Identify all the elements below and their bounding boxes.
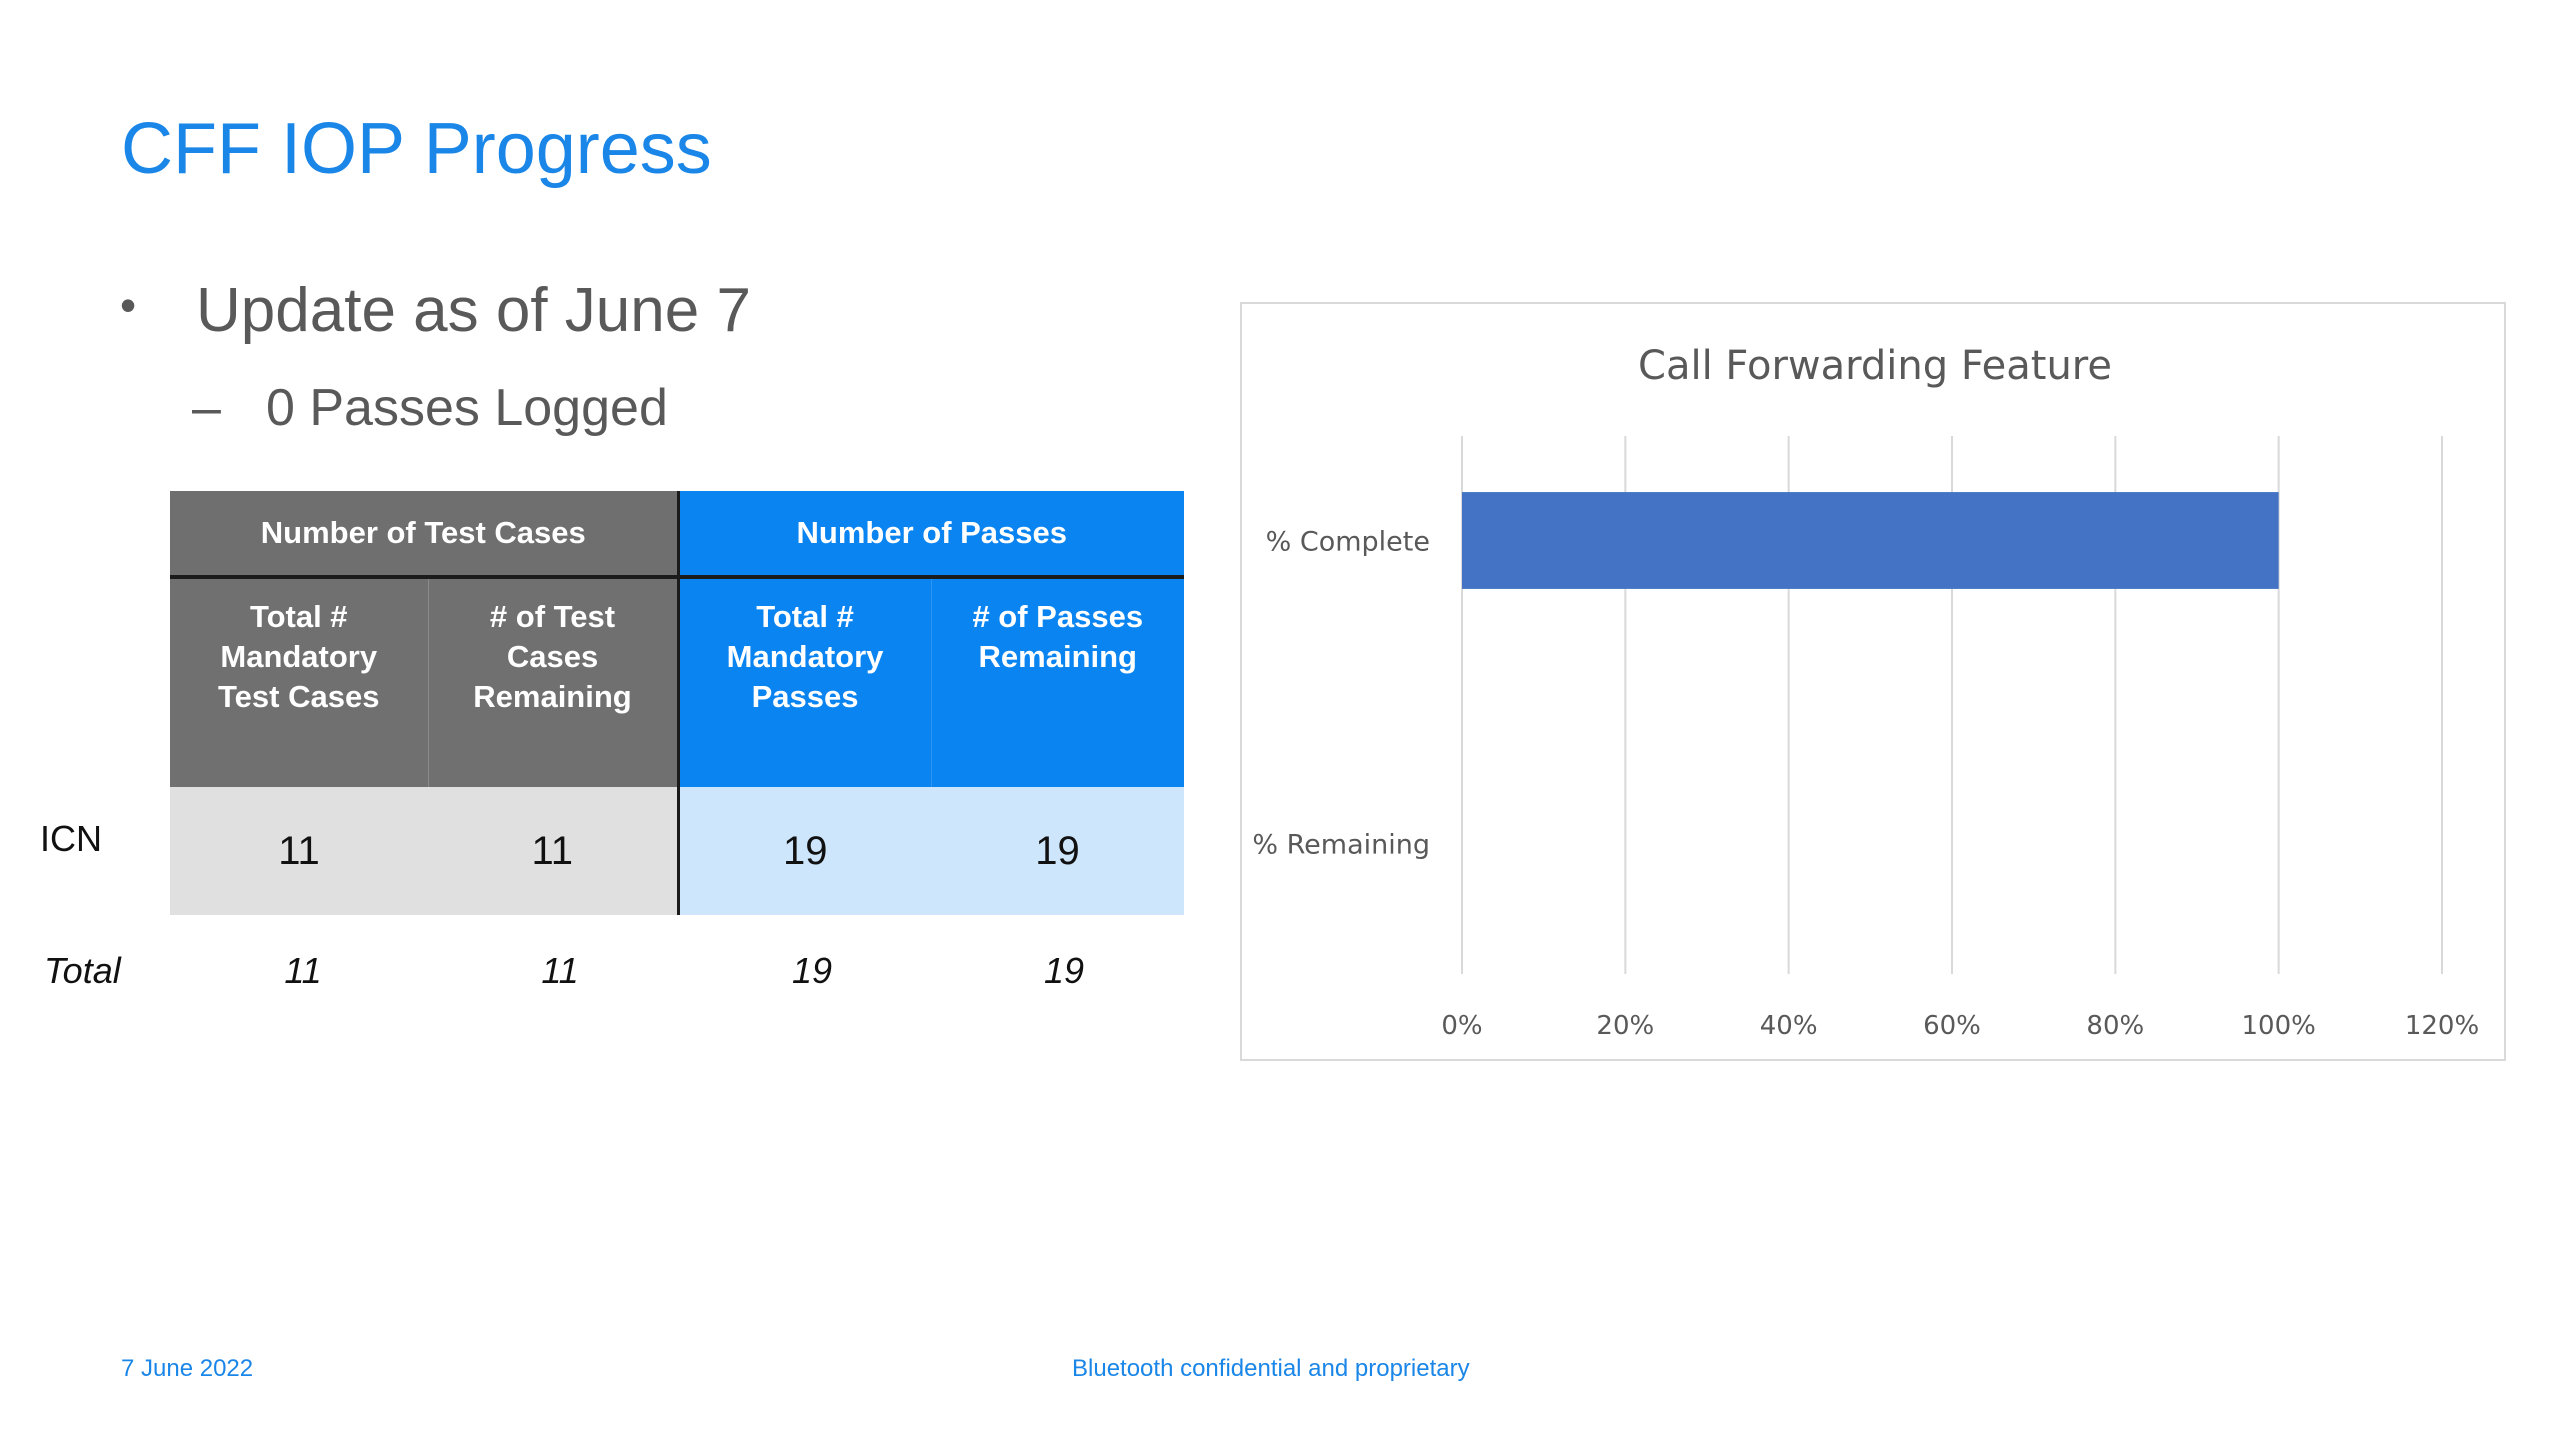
total-value: 11 (541, 950, 579, 991)
bullet-update: • Update as of June 7 (120, 275, 751, 346)
x-tick-label: 100% (2241, 1011, 2315, 1041)
progress-table: Number of Test Cases Number of Passes To… (170, 491, 1185, 915)
bar-complete (1462, 492, 2279, 589)
x-tick-label: 40% (1760, 1011, 1818, 1041)
sub-bullet-passes: –0 Passes Logged (192, 378, 668, 438)
table-cell: 19 (676, 787, 932, 915)
total-value: 11 (284, 950, 322, 991)
table-cell: 11 (428, 787, 679, 915)
call-forwarding-chart: Call Forwarding Feature 0% 20% 40% 60% 80% 100… (1240, 302, 2506, 1061)
header-number-of-passes: Number of Passes (676, 491, 1185, 579)
header-passes-remaining: # of Passes Remaining (930, 577, 1185, 787)
header-test-cases-remaining: # of Test Cases Remaining (427, 577, 679, 787)
total-value: 19 (791, 950, 833, 991)
row-label-total: Total (44, 950, 121, 991)
bullet-update-text: Update as of June 7 (196, 276, 751, 345)
sub-bullet-passes-text: 0 Passes Logged (266, 379, 668, 437)
header-total-mandatory-passes: Total # Mandatory Passes (676, 577, 932, 787)
chart-canvas: Call Forwarding Feature 0% 20% 40% 60% 80% 100… (1252, 343, 2479, 1041)
x-tick-label: 120% (2405, 1011, 2479, 1041)
table-cell: 19 (931, 787, 1185, 915)
table-cell: 11 (170, 787, 428, 915)
sub-header-row: Total # Mandatory Test Cases # of Test Case… (170, 577, 1185, 787)
group-header-row: Number of Test Cases Number of Passes (170, 491, 1185, 579)
x-tick-label: 60% (1923, 1011, 1981, 1041)
header-total-mandatory-test-cases: Total # Mandatory Test Cases (170, 577, 428, 787)
footer-date: 7 June 2022 (121, 1355, 254, 1382)
total-value: 19 (1043, 950, 1085, 991)
y-category-label: % Remaining (1252, 830, 1430, 861)
x-tick-label: 0% (1441, 1011, 1482, 1041)
x-tick-label: 20% (1596, 1011, 1654, 1041)
bullet-dot-icon: • (120, 279, 137, 331)
chart-title: Call Forwarding Feature (1638, 343, 2112, 389)
footer-confidential: Bluetooth confidential and proprietary (1072, 1355, 1470, 1382)
slide-title: CFF IOP Progress (121, 109, 712, 189)
y-category-label: % Complete (1266, 527, 1430, 558)
table-row: 11 11 19 19 (170, 787, 1185, 915)
row-label-icn: ICN (40, 818, 102, 859)
header-number-of-test-cases: Number of Test Cases (170, 491, 679, 579)
x-tick-label: 80% (2086, 1011, 2144, 1041)
bullet-dash-icon: – (192, 379, 221, 437)
